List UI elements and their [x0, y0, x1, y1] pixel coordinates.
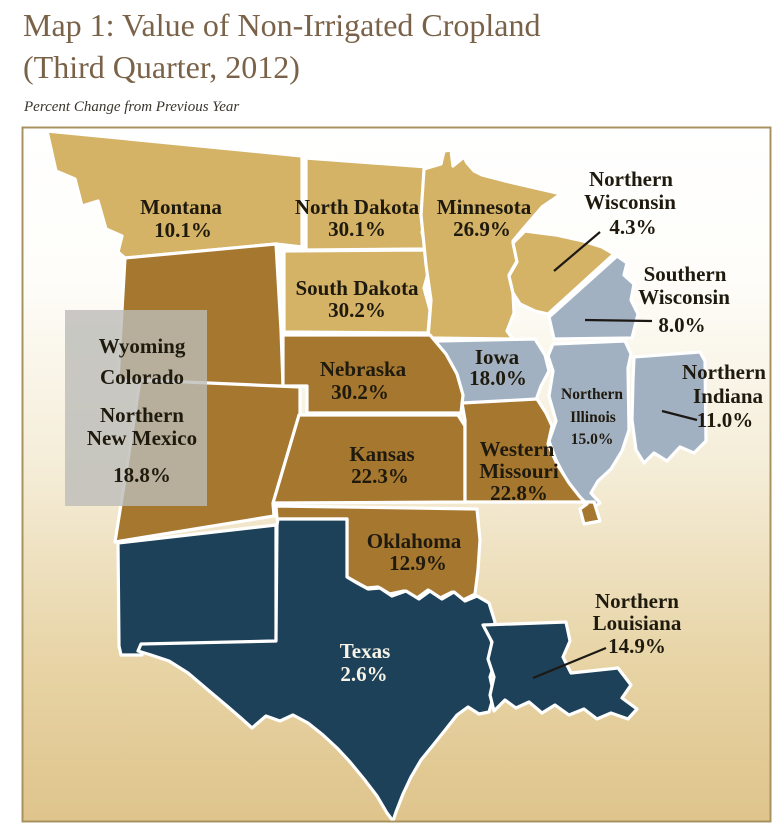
- label-northern-indiana-name2: Indiana: [693, 384, 764, 408]
- label-northern-indiana-name1: Northern: [682, 360, 766, 384]
- pointer-line-northern-wisconsin: [553, 231, 601, 272]
- pointer-line-northern-louisiana: [532, 646, 607, 680]
- figure-title-line1: Map 1: Value of Non-Irrigated Cropland: [23, 7, 541, 43]
- label-minnesota-name: Minnesota: [437, 195, 532, 219]
- label-overlay-new-mexico: New Mexico: [87, 426, 197, 450]
- label-iowa-value: 18.0%: [469, 366, 527, 390]
- label-nebraska-name: Nebraska: [320, 357, 407, 381]
- label-northern-wisconsin-name1: Northern: [589, 167, 673, 191]
- label-northern-wisconsin-value: 4.3%: [609, 215, 656, 239]
- state-northern-indiana: [630, 350, 708, 465]
- label-south-dakota-value: 30.2%: [328, 298, 386, 322]
- label-texas-name: Texas: [340, 639, 391, 663]
- label-northern-indiana-value: 11.0%: [697, 408, 754, 432]
- label-iowa-name: Iowa: [475, 345, 520, 369]
- state-new-mexico: [116, 523, 278, 657]
- label-minnesota-value: 26.9%: [453, 217, 511, 241]
- label-southern-wisconsin-name1: Southern: [644, 262, 727, 286]
- label-northern-illinois-name2: Illinois: [570, 409, 616, 426]
- label-northern-illinois-name1: Northern: [561, 386, 623, 403]
- label-north-dakota-name: North Dakota: [295, 195, 420, 219]
- label-southern-wisconsin-value: 8.0%: [658, 313, 705, 337]
- label-oklahoma-name: Oklahoma: [367, 529, 462, 553]
- label-overlay-value: 18.8%: [113, 463, 171, 487]
- label-kansas-value: 22.3%: [351, 464, 409, 488]
- label-nebraska-value: 30.2%: [331, 380, 389, 404]
- label-northern-louisiana-name1: Northern: [595, 589, 679, 613]
- map-frame-stroke: [21, 126, 772, 823]
- pointer-line-southern-wisconsin: [584, 318, 653, 323]
- state-northern-wisconsin: [507, 229, 616, 316]
- mountain-states-overlay-box: [65, 310, 207, 506]
- label-oklahoma-value: 12.9%: [389, 551, 447, 575]
- label-north-dakota-value: 30.1%: [328, 217, 386, 241]
- label-northern-illinois-value: 15.0%: [571, 431, 614, 448]
- label-overlay-colorado: Colorado: [100, 365, 184, 389]
- label-overlay-northern: Northern: [100, 403, 184, 427]
- label-overlay-wyoming: Wyoming: [99, 334, 186, 358]
- label-western-missouri-value: 22.8%: [490, 481, 548, 505]
- label-northern-louisiana-name2: Louisiana: [593, 611, 682, 635]
- pointer-line-northern-indiana: [661, 409, 698, 422]
- label-texas-value: 2.6%: [340, 662, 387, 686]
- label-montana-value: 10.1%: [154, 218, 212, 242]
- label-montana-name: Montana: [140, 195, 222, 219]
- state-texas: [136, 517, 498, 821]
- label-kansas-name: Kansas: [349, 442, 414, 466]
- label-southern-wisconsin-name2: Wisconsin: [638, 285, 730, 309]
- label-western-missouri-name1: Western: [480, 437, 555, 461]
- label-western-missouri-name2: Missouri: [479, 459, 559, 483]
- state-montana: [45, 129, 304, 260]
- label-northern-louisiana-value: 14.9%: [608, 634, 666, 658]
- figure-title-line2: (Third Quarter, 2012): [23, 49, 300, 86]
- figure-subtitle: Percent Change from Previous Year: [24, 99, 240, 115]
- state-northern-louisiana: [481, 620, 639, 721]
- figure-title: Map 1: Value of Non-Irrigated Cropland (…: [23, 4, 753, 88]
- state-southern-wisconsin: [547, 254, 640, 341]
- label-northern-wisconsin-name2: Wisconsin: [584, 190, 676, 214]
- label-south-dakota-name: South Dakota: [295, 276, 419, 300]
- state-western-missouri: [460, 397, 602, 526]
